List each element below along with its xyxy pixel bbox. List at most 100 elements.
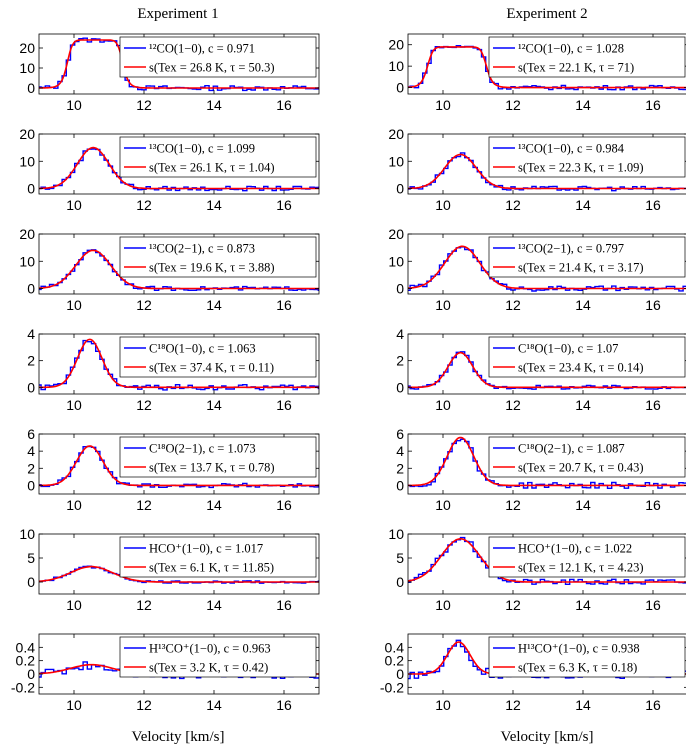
panel-c1-r1-y-tick-label: 0 [27,80,35,96]
panel-c1-r3-x-tick-label: 14 [206,297,222,313]
panel-c2-r4: 10 12 14 16 0 2 4 C¹⁸O(1−0), c = 1.07 s(Tex = 23… [396,326,686,413]
panel-c1-r6-y-tick-label: 0 [27,574,35,590]
panel-c2-r7-legend: H¹³CO⁺(1−0), c = 0.938 s(Tex = 6.3 K, τ =… [488,636,686,678]
panel-c1-r5-legend-text-observed: C¹⁸O(2−1), c = 1.073 [149,442,256,456]
panel-c1-r3-x-tick-label: 12 [136,297,152,313]
panel-c2-r4-y-tick-label: 4 [396,326,404,342]
panel-c1-r7-y-tick-label: 0.2 [16,653,36,669]
panel-c1-r1-x-tick-label: 10 [66,97,82,113]
panel-c1-r1-legend-text-observed: ¹²CO(1−0), c = 0.971 [149,42,255,56]
panel-c1-r4-x-tick-label: 10 [66,397,82,413]
panel-c2-r5-model-series [408,436,686,487]
panel-c1-r4-y-tick-label: 0 [27,379,35,395]
panel-c1-r6-x-tick-label: 14 [206,597,222,613]
panel-c2-r6-axes-box [407,533,686,595]
panel-c2-r7-y-tick-label: 0 [396,666,404,682]
panel-c2-r2-legend-text-model: s(Tex = 22.3 K, τ = 1.09) [518,161,644,175]
panel-c2-r7-legend-text-observed: H¹³CO⁺(1−0), c = 0.938 [518,642,640,656]
panel-c1-r6-x-tick-label: 16 [276,597,292,613]
panel-c1-r4: 10 12 14 16 0 2 4 C¹⁸O(1−0), c = 1.063 s(Tex = 3… [27,326,320,413]
panel-c1-r2-legend-text-model: s(Tex = 26.1 K, τ = 1.04) [149,161,275,175]
panel-c1-r3-x-tick-label: 10 [66,297,82,313]
panel-c1-r5-y-tick-label: 2 [27,460,35,476]
panel-c2-r4-x-tick-label: 10 [435,397,451,413]
panel-c2-r3-x-tick-label: 16 [645,297,661,313]
panel-c1-r1-y-tick-label: 20 [19,40,35,56]
panel-c2-r6-legend-text-observed: HCO⁺(1−0), c = 1.022 [518,542,632,556]
panel-c2-r2-x-tick-label: 16 [645,197,661,213]
panel-c2-r6-y-tick-label: 5 [396,550,404,566]
panel-c1-r6-x-tick-label: 12 [136,597,152,613]
panel-c2-r7-x-tick-label: 12 [505,697,521,713]
panel-c1-r3-y-tick-label: 10 [19,253,35,269]
panel-c2-r6-legend-text-model: s(Tex = 12.1 K, τ = 4.23) [518,561,644,575]
panel-c1-r2-observed-series [39,148,319,192]
panel-c1-r7-legend-text-observed: H¹³CO⁺(1−0), c = 0.963 [149,642,271,656]
panel-c2-r4-x-tick-label: 16 [645,397,661,413]
panel-c1-r4-model-series [39,338,319,389]
panel-c1-r2-x-tick-label: 10 [66,197,82,213]
panel-c2-r5-x-tick-label: 14 [575,497,591,513]
panel-c1-r7-x-tick-label: 14 [206,697,222,713]
panel-c2-r6-x-tick-label: 12 [505,597,521,613]
panel-c2-r1-legend-text-observed: ¹²CO(1−0), c = 1.028 [518,42,624,56]
panel-c2-r7-x-tick-label: 14 [575,697,591,713]
panel-c2-r4-x-tick-label: 14 [575,397,591,413]
panel-c1-r7-y-tick-label: 0 [27,666,35,682]
panel-c1-r3-axes-box [38,233,320,295]
panel-c2-r6-y-tick-label: 10 [388,526,404,542]
panel-c2-r7: 10 12 14 16 -0.200.20.4 H¹³CO⁺(1−0), c = 0.93… [380,633,686,713]
panel-c1-r3-y-tick-label: 20 [19,226,35,242]
panel-c2-r5-y-tick-label: 4 [396,443,404,459]
panel-c2-r3: 10 12 14 16 0 10 20 ¹³CO(2−1), c = 0.797 s(Tex =… [388,226,686,313]
panel-c1-r7-x-tick-label: 10 [66,697,82,713]
panel-c2-r2-x-tick-label: 10 [435,197,451,213]
panel-c2-r5-y-tick-label: 6 [396,426,404,442]
panel-c1-r5-x-tick-label: 14 [206,497,222,513]
panel-c2-r1-y-tick-label: 0 [396,80,404,96]
panel-c2-r4-axes-box [407,333,686,395]
panel-c1-r6: 10 12 14 16 0 5 10 HCO⁺(1−0), c = 1.017 s(Tex = … [19,526,320,613]
panel-c1-r4-x-tick-label: 14 [206,397,222,413]
panel-c1-r3-legend-text-observed: ¹³CO(2−1), c = 0.873 [149,242,255,256]
panel-c2-r1-axes-box [407,33,686,95]
panel-c1-r5-legend-text-model: s(Tex = 13.7 K, τ = 0.78) [149,461,275,475]
panel-c2-r5-x-tick-label: 10 [435,497,451,513]
panel-c2-r6-legend: HCO⁺(1−0), c = 1.022 s(Tex = 12.1 K, τ = … [488,536,686,578]
panel-c2-r7-y-tick-label: -0.2 [380,679,404,695]
panel-c2-r7-legend-text-model: s(Tex = 6.3 K, τ = 0.18) [518,661,637,675]
panel-c2-r3-y-tick-label: 10 [388,253,404,269]
panel-c2-r4-y-tick-label: 2 [396,353,404,369]
panel-c1-r7: 10 12 14 16 -0.200.20.4 H¹³CO⁺(1−0), c = 0.96… [11,633,320,713]
panel-c2-r3-x-tick-label: 10 [435,297,451,313]
panel-c2-r5-y-tick-label: 0 [396,477,404,493]
panel-c1-r2: 10 12 14 16 0 10 20 ¹³CO(1−0), c = 1.099 s(Tex =… [19,126,320,213]
panel-c2-r2-axes-box [407,133,686,195]
panel-c2-r3-axes-box [407,233,686,295]
panel-c2-r7-y-tick-label: 0.4 [385,639,405,655]
panel-c1-r1-y-tick-label: 10 [19,60,35,76]
panel-c2-r1-x-tick-label: 10 [435,97,451,113]
panel-c1-r2-x-tick-label: 16 [276,197,292,213]
panel-c1-r1-x-tick-label: 14 [206,97,222,113]
column-title-experiment-1: Experiment 1 [137,6,219,22]
panel-c2-r2-y-tick-label: 0 [396,181,404,197]
x-axis-label-experiment-2: Velocity [km/s] [500,729,594,745]
panel-c1-r2-y-tick-label: 20 [19,126,35,142]
panel-c2-r2-y-tick-label: 20 [388,126,404,142]
panel-c1-r6-x-tick-label: 10 [66,597,82,613]
panel-c1-r7-y-tick-label: -0.2 [11,679,35,695]
panel-c2-r1-y-tick-label: 20 [388,37,404,53]
panel-c2-r2-x-tick-label: 12 [505,197,521,213]
panel-c2-r7-y-tick-label: 0.2 [385,653,405,669]
panel-c1-r4-x-tick-label: 16 [276,397,292,413]
panel-c2-r7-axes-box [407,633,686,695]
panel-c2-r2-y-tick-label: 10 [388,153,404,169]
panel-c2-r6-y-tick-label: 0 [396,574,404,590]
panel-c1-r7-axes-box [38,633,320,695]
panel-c1-r7-y-tick-label: 0.4 [16,639,36,655]
panel-c1-r4-y-tick-label: 2 [27,353,35,369]
panel-c1-r2-legend: ¹³CO(1−0), c = 1.099 s(Tex = 26.1 K, τ = … [119,136,317,178]
panel-c2-r1-x-tick-label: 14 [575,97,591,113]
